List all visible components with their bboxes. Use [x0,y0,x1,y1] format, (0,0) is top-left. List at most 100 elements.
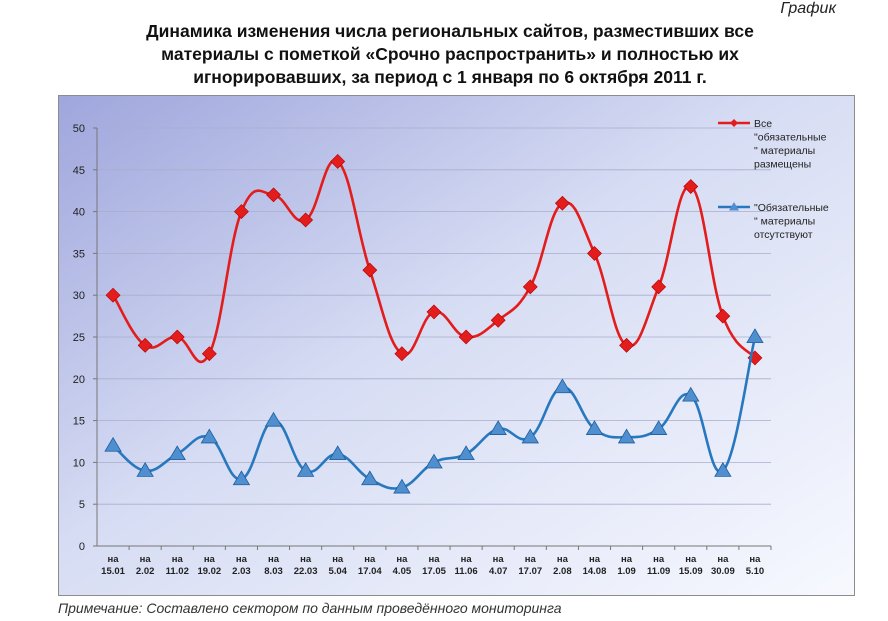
series-2-point [296,461,315,477]
x-tick-label-prefix: на [364,554,376,565]
y-tick-label: 0 [79,541,85,553]
series-1-point [522,279,538,295]
y-tick-label: 50 [73,123,85,135]
series-group [104,154,764,494]
x-tick-label-date: 14.08 [583,566,607,577]
x-tick-label-date: 4.07 [489,566,508,577]
series-1-point [587,245,602,261]
x-tick-label-date: 1.09 [617,566,636,577]
x-tick-label-date: 15.01 [101,566,125,577]
series-2-point [393,478,411,494]
series-2-point [425,453,443,469]
legend-label-1: размещены [754,159,811,171]
x-tick-label-date: 11.06 [454,566,477,577]
series-1-point [298,212,314,228]
x-tick-label-prefix: на [621,554,633,565]
x-tick-label-date: 30.09 [711,566,735,577]
series-1-point [105,287,121,303]
series-1-point [362,262,378,278]
series-1-point [330,154,346,169]
y-tick-labels: 0 5 10 15 20 25 30 35 40 45 50 [73,123,85,553]
x-tick-label-prefix: на [749,554,761,565]
x-tick-label-date: 15.09 [679,566,703,577]
legend: Все"обязательные" материалыразмещены"Обя… [718,118,829,241]
gridlines [93,127,772,550]
series-2-line [112,336,757,490]
y-tick-label: 20 [73,374,85,386]
series-2-point [361,470,379,486]
x-tick-label-prefix: на [717,554,729,565]
series-1-point [137,337,153,353]
y-tick-label: 5 [79,499,85,511]
x-tick-label-prefix: на [172,554,184,565]
series-1-point [201,346,217,362]
x-tick-label-prefix: на [589,554,601,565]
series-2-point [200,428,219,444]
x-tick-label-prefix: на [428,554,440,565]
series-1-point [490,312,506,328]
series-2-point [457,445,475,461]
series-1-point [394,346,410,362]
series-2-point [682,386,700,402]
series-1-point [426,304,442,320]
x-tick-label-prefix: на [204,554,216,565]
x-tick-label-prefix: на [140,554,152,565]
series-2-point [232,470,251,486]
series-1-point [683,179,699,194]
series-2-point [264,411,283,427]
x-tick-label-date: 17.05 [422,566,446,577]
x-tick-label-prefix: на [525,554,537,565]
series-2-point [649,420,668,435]
axes [96,128,771,547]
series-2-point [714,461,732,477]
y-tick-label: 35 [73,248,85,260]
x-tick-label-date: 22.03 [294,566,318,577]
x-tick-label-date: 17.07 [518,566,542,577]
series-1-point [715,308,731,324]
series-1-point [651,279,667,295]
x-tick-label-prefix: на [557,554,569,565]
x-tick-label-prefix: на [268,554,280,565]
x-tick-label-prefix: на [236,554,248,565]
chart-background [58,95,855,596]
y-tick-label: 10 [73,457,85,469]
series-1-point [554,195,570,211]
y-tick-label: 30 [73,290,85,302]
y-tick-label: 15 [73,416,85,428]
series-2-point [329,445,347,461]
series-1-point [169,329,185,345]
title-line-3: игнорировавших, за период с 1 января по … [193,67,707,87]
series-1-point [458,329,474,345]
y-tick-label: 40 [73,207,85,219]
x-tick-label-prefix: на [685,554,697,565]
x-tick-label-prefix: на [396,554,408,565]
series-1-point [619,337,634,353]
x-tick-label-prefix: на [461,554,473,565]
x-tick-label-date: 8.03 [264,566,283,577]
series-2-point [168,445,186,461]
x-tick-label-date: 5.10 [746,566,765,577]
x-tick-label-prefix: на [332,554,344,565]
x-tick-label-prefix: на [300,554,312,565]
x-tick-label-date: 2.08 [553,566,572,577]
x-tick-label-date: 19.02 [197,566,221,577]
legend-label-1: Все [754,118,772,130]
series-1-point [234,204,249,220]
title-line-2: материалы с пометкой «Срочно распростран… [161,44,739,64]
series-2-point [489,420,507,435]
x-tick-label-prefix: на [653,554,665,565]
series-2-point [553,378,572,394]
legend-label-2: "Обязательные [754,202,829,214]
chart-title: Динамика изменения числа региональных са… [100,20,800,89]
legend-marker-1 [730,119,738,127]
legend-label-2: " материалы [754,216,815,228]
series-2-point [104,436,122,452]
series-2-point [585,420,604,435]
x-tick-labels: на15.01на2.02на11.02на19.02на2.03на8.03н… [101,554,764,577]
x-tick-label-date: 2.02 [136,566,155,577]
y-tick-label: 25 [73,332,85,344]
series-1-point [266,187,281,203]
y-tick-label: 45 [73,165,85,177]
x-tick-label-date: 5.04 [328,566,347,577]
